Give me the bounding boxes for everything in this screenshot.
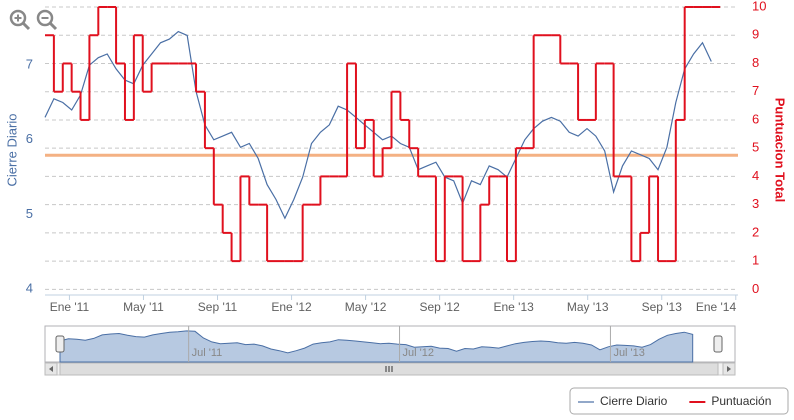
y2-tick-label: 2 [752, 224, 759, 239]
y2-tick-label: 10 [752, 0, 766, 13]
y2-tick-label: 8 [752, 55, 759, 70]
zoom-in[interactable] [9, 9, 31, 31]
series-line [44, 30, 712, 220]
y2-tick-label: 0 [752, 281, 759, 296]
x-tick-label: Sep '13 [642, 300, 683, 314]
y2-tick-label: 7 [752, 83, 759, 98]
y2-tick-label: 4 [752, 168, 759, 183]
x-tick-label: Sep '11 [198, 300, 238, 314]
y2-tick-label: 6 [752, 111, 759, 126]
y-axis-title: Cierre Diario [4, 114, 19, 187]
navigator-tick-label: Jul '13 [613, 347, 644, 359]
legend [569, 387, 789, 415]
legend-label[interactable]: Cierre Diario [600, 394, 668, 408]
x-tick-label: Ene '14 [696, 300, 737, 314]
navigator-handle[interactable] [713, 335, 723, 353]
x-tick-label: Ene '12 [271, 300, 312, 314]
x-tick-label: Ene '13 [493, 300, 534, 314]
x-tick-label: May '13 [567, 300, 609, 314]
x-tick-label: Sep '12 [419, 300, 460, 314]
y2-tick-label: 1 [752, 253, 759, 268]
zoom-out[interactable] [36, 9, 58, 31]
x-tick-label: Ene '11 [50, 300, 90, 314]
y-tick-label: 7 [26, 57, 33, 72]
y-tick-label: 5 [26, 206, 33, 221]
y2-tick-label: 9 [752, 27, 759, 42]
y2-tick-label: 3 [752, 196, 759, 211]
y-tick-label: 6 [26, 131, 33, 146]
legend-label[interactable]: Puntuación [711, 394, 771, 408]
navigator-tick-label: Jul '12 [403, 347, 434, 359]
y2-axis-title: Puntuacion Total [773, 98, 788, 202]
y2-tick-label: 5 [752, 140, 759, 155]
navigator-tick-label: Jul '11 [192, 347, 223, 359]
navigator-area [59, 330, 694, 363]
navigator-handle[interactable] [55, 335, 65, 353]
x-tick-label: May '11 [123, 300, 164, 314]
x-tick-label: May '12 [345, 300, 387, 314]
y-tick-label: 4 [26, 280, 33, 295]
